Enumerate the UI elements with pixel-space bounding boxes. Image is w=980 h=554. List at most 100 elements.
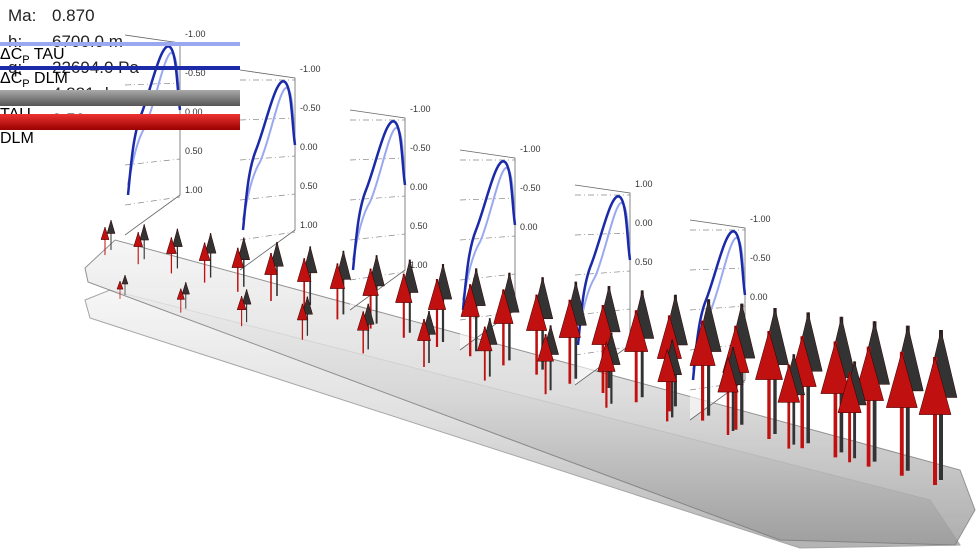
arrow-head xyxy=(172,227,183,247)
arrow-head xyxy=(624,309,649,352)
cp-dlm-curve xyxy=(691,230,747,381)
legend-item: ΔCP DLM xyxy=(0,66,240,91)
panel-frame xyxy=(239,69,296,271)
panel-tick-label: 0.00 xyxy=(185,107,203,117)
panel-guide xyxy=(459,235,516,241)
panel-tick-label: -0.50 xyxy=(750,253,771,263)
panel-tick-label: 0.00 xyxy=(750,292,768,302)
force-arrows xyxy=(100,219,958,485)
arrow-head xyxy=(166,236,177,254)
panel-tick-label: 0.50 xyxy=(635,257,653,267)
arrow-head xyxy=(236,295,247,310)
arrow-head xyxy=(460,283,480,317)
arrow-head xyxy=(176,287,185,300)
arrow-head xyxy=(526,293,548,331)
panel-tick-label: -0.50 xyxy=(300,103,321,113)
panel-guide xyxy=(124,82,181,86)
cp-dlm-curve xyxy=(351,120,407,271)
cp-dlm-curve xyxy=(461,160,517,311)
arrow-head xyxy=(537,333,554,362)
panel-tick-label: -1.00 xyxy=(300,64,321,74)
panel-tick-label: -0.50 xyxy=(185,68,206,78)
panel-tick-label: 0.50 xyxy=(185,146,203,156)
arrow-head xyxy=(356,310,370,331)
panel-tick-label: -1.00 xyxy=(410,104,431,114)
cp-dlm-curve xyxy=(241,80,297,231)
arrow-head xyxy=(477,325,493,352)
cp-panels: -1.00 -0.50 0.00 0.50 1.00 -1.00 -0.50 0.00 0.50… xyxy=(124,29,771,421)
cp-panel: -1.00 -0.50 0.00 0.50 1.00 xyxy=(349,104,431,311)
panel-tick-label: 0.00 xyxy=(300,142,318,152)
arrow-head xyxy=(417,318,431,341)
legend-text: DLM xyxy=(34,70,68,87)
panel-guide xyxy=(239,117,296,121)
arrow-head xyxy=(755,330,783,380)
panel-guide xyxy=(239,193,296,201)
legend-item: ΔCP TAU xyxy=(0,42,240,67)
arrow-head xyxy=(133,231,144,247)
panel-guide xyxy=(349,195,406,201)
cp-panel: -1.00 -0.50 0.00 0.50 1.00 xyxy=(124,29,206,236)
cp-dlm-curve xyxy=(576,195,632,346)
arrow-head xyxy=(657,348,678,383)
panel-tick-label: -1.00 xyxy=(185,29,206,39)
arrow-head xyxy=(301,295,313,315)
panel-tick-label: 0.00 xyxy=(410,182,428,192)
panel-guide xyxy=(124,158,181,166)
arrow-head xyxy=(181,281,190,295)
arrow-head xyxy=(270,241,284,267)
arrow-head xyxy=(264,252,278,275)
panel-tick-label: 1.00 xyxy=(635,179,653,189)
condition-key: Ma: xyxy=(8,6,37,25)
legend-item: TAU xyxy=(0,90,240,123)
arrow-head xyxy=(395,272,413,303)
arrow-head xyxy=(100,226,110,240)
arrow-head xyxy=(820,340,851,394)
legend-label: DLM xyxy=(0,130,34,147)
arrow-head xyxy=(558,298,581,338)
arrow-head xyxy=(777,363,801,403)
panel-guide xyxy=(124,196,181,206)
panel-tick-label: 0.50 xyxy=(300,181,318,191)
condition-row: h:6700.0 m xyxy=(8,32,123,52)
arrow-head xyxy=(296,302,308,321)
legend-swatch xyxy=(0,42,240,46)
panel-guide xyxy=(239,155,296,161)
legend-label: ΔCP TAU xyxy=(0,46,65,67)
arrow-head xyxy=(362,267,379,296)
arrow-head xyxy=(296,257,312,282)
panel-tick-label: 0.50 xyxy=(410,221,428,231)
legend-item: DLM xyxy=(0,114,240,147)
arrow-head xyxy=(231,246,245,268)
panel-tick-label: 0.00 xyxy=(635,218,653,228)
panel-tick-label: -0.50 xyxy=(410,143,431,153)
arrow-head xyxy=(597,340,616,372)
panel-guide xyxy=(689,381,746,391)
arrow-head xyxy=(493,288,514,324)
arrow-head xyxy=(837,371,862,413)
legend-label: ΔCP DLM xyxy=(0,70,68,91)
legend-text: DLM xyxy=(0,130,34,147)
panel-guide xyxy=(459,273,516,281)
cp-dlm-curve xyxy=(126,45,182,196)
panel-guide xyxy=(239,231,296,241)
panel-tick-label: -1.00 xyxy=(520,144,541,154)
arrow-head xyxy=(591,304,615,345)
arrow-head xyxy=(139,223,150,241)
legend-subscript: P xyxy=(22,54,30,67)
arrow-head xyxy=(106,219,116,234)
arrow-head xyxy=(329,262,346,289)
legend-swatch xyxy=(0,66,240,70)
arrow-head xyxy=(918,356,952,415)
cp-panel: 1.00 0.00 0.50 xyxy=(574,179,653,386)
arrow-head xyxy=(689,319,716,366)
panel-tick-label: 1.00 xyxy=(300,220,318,230)
panel-guide xyxy=(574,232,631,236)
arrow-head xyxy=(204,232,217,254)
legend-subscript: P xyxy=(22,78,30,91)
panel-guide xyxy=(349,233,406,241)
legend-symbol: ΔC xyxy=(0,46,23,63)
legend-swatch xyxy=(0,90,240,106)
panel-tick-label: 1.00 xyxy=(410,260,428,270)
